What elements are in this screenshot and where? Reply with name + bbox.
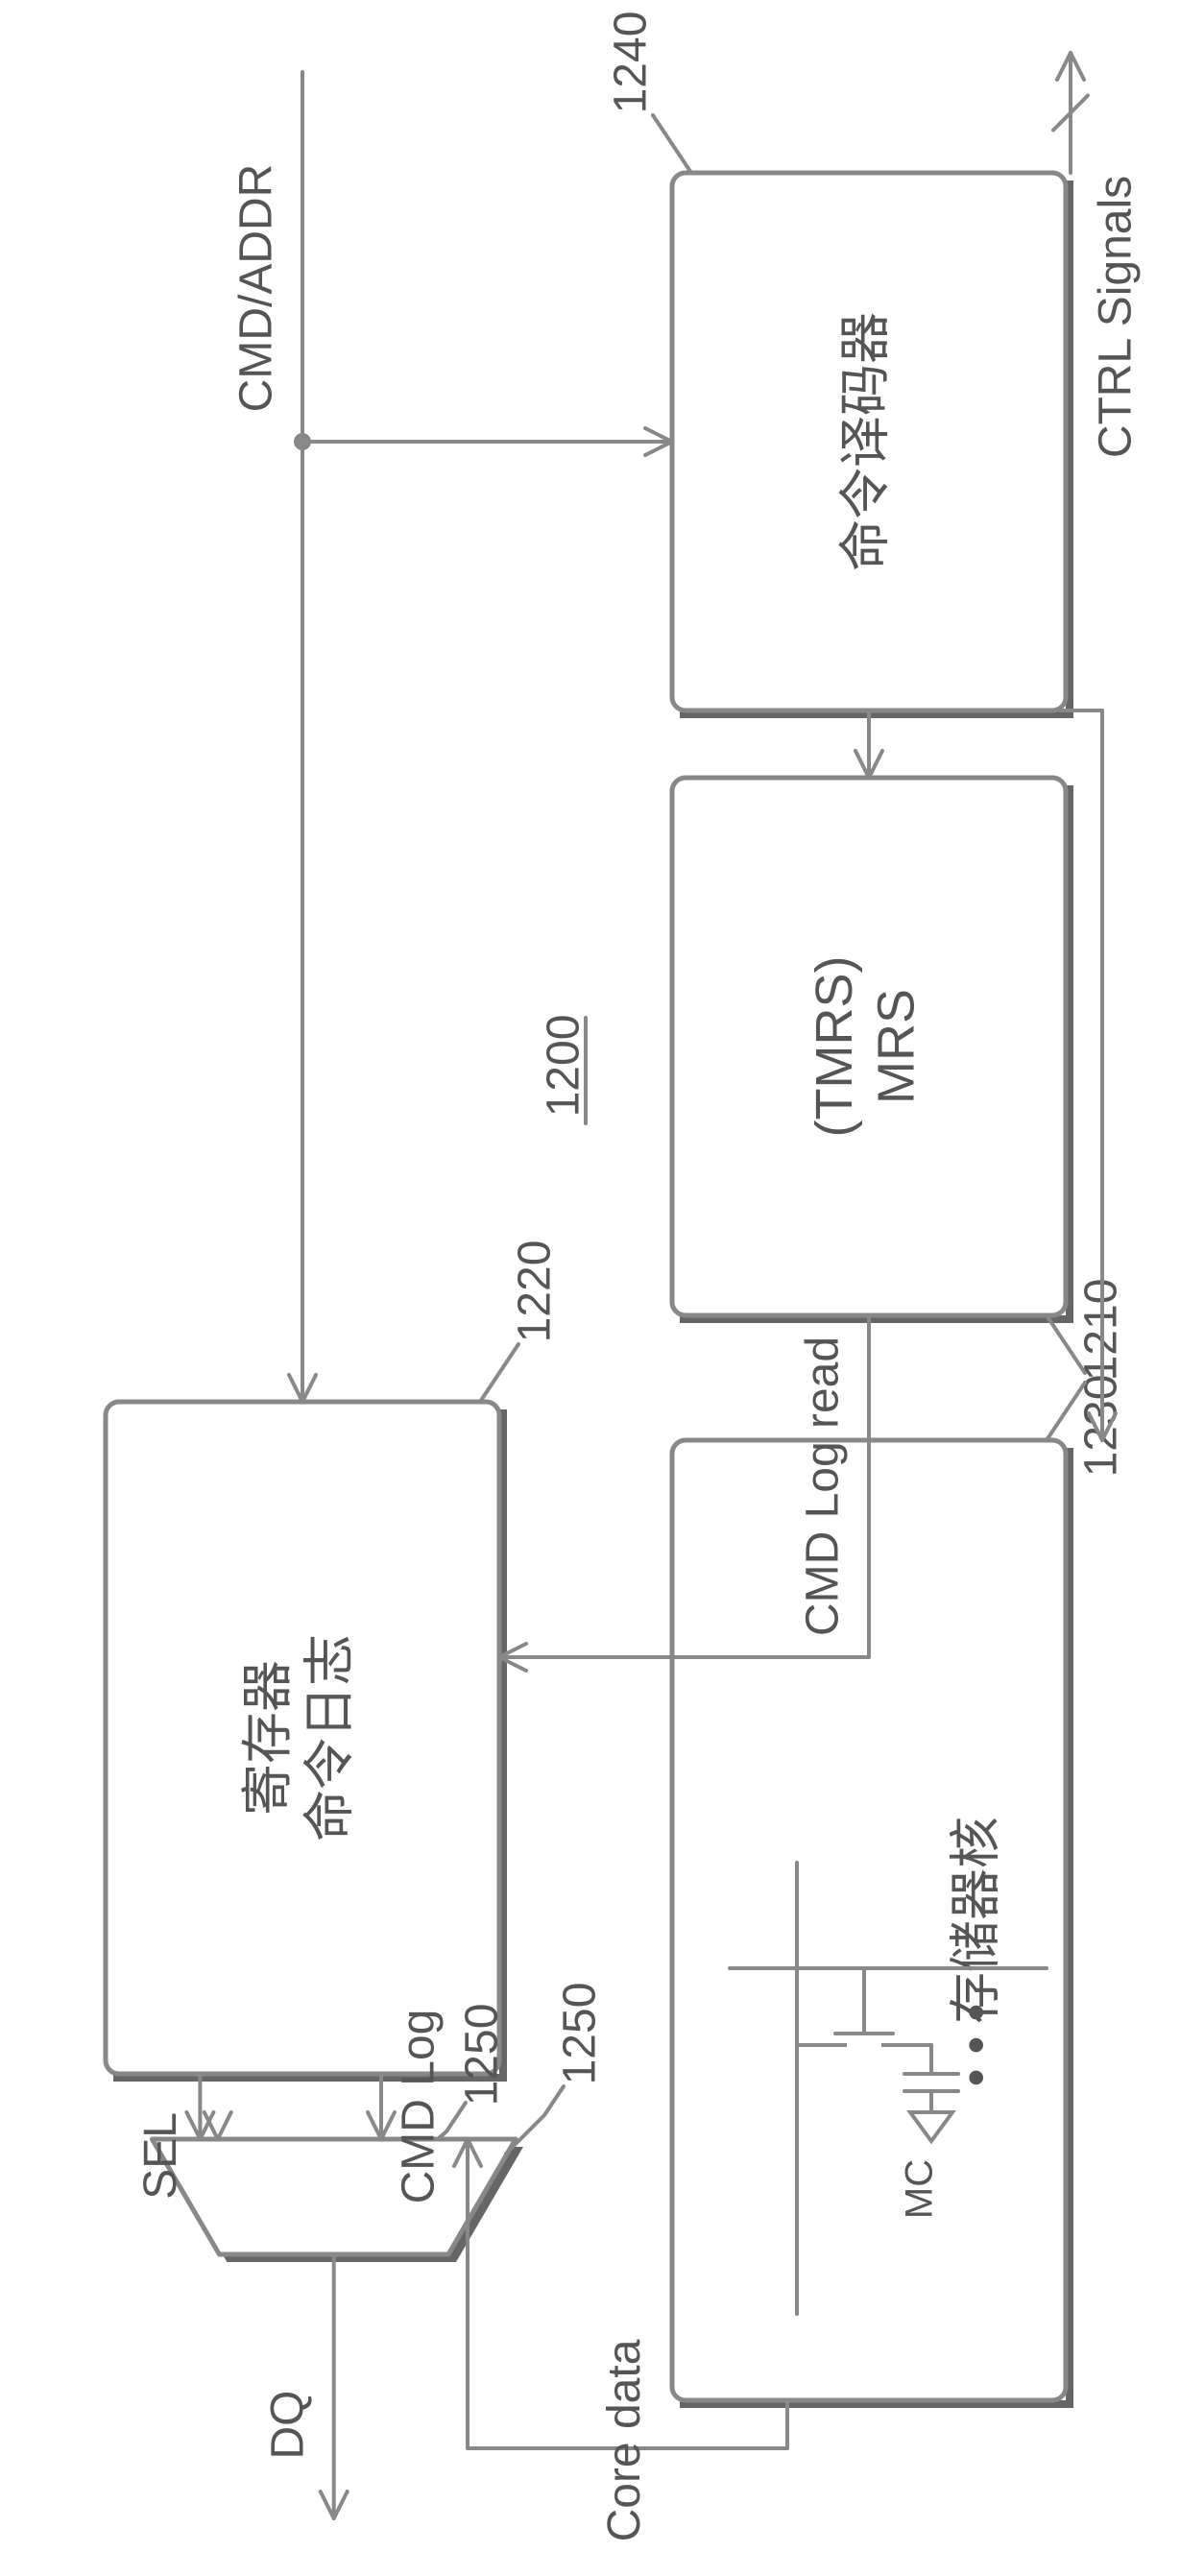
label-cmd-addr: CMD/ADDR — [231, 164, 282, 413]
block-title-line: 存储器核 — [947, 1817, 1004, 2024]
mc-gap — [847, 2039, 881, 2051]
ref-label: 1250 — [555, 1983, 606, 2085]
block-title-line: 命令日志 — [301, 1634, 359, 1842]
label-sel: SEL — [135, 2112, 186, 2200]
label-cmdlog: CMD Log — [394, 2010, 445, 2204]
mc-ellipsis: • • • — [947, 2004, 1004, 2087]
ref-label: 1220 — [510, 1240, 561, 1343]
label-dq: DQ — [262, 2391, 313, 2460]
figure-id: 1200 — [539, 1015, 590, 1118]
block-title-line: MRS — [868, 989, 926, 1104]
mc-label: MC — [899, 2159, 941, 2219]
block-title-line: 寄存器 — [239, 1660, 297, 1816]
ref-leader — [506, 2086, 564, 2154]
label-core-data: Core data — [599, 2339, 650, 2541]
block-diagram: 1200命令译码器1240MRS(TMRS)1230命令日志寄存器1220存储器… — [0, 0, 1180, 2576]
ref-leader — [480, 1344, 518, 1402]
label-ctrl: CTRL Signals — [1091, 176, 1142, 458]
ref-label: 1240 — [606, 12, 657, 114]
block-title-line: 命令译码器 — [836, 312, 894, 571]
label-cmdlog-read: CMD Log read — [798, 1336, 849, 1636]
block-memcore — [672, 1440, 1073, 2408]
ref-leader — [653, 115, 691, 173]
junction-dot — [294, 433, 311, 450]
block-title-line: (TMRS) — [806, 956, 863, 1138]
ref-label: 1250 — [457, 2004, 508, 2107]
